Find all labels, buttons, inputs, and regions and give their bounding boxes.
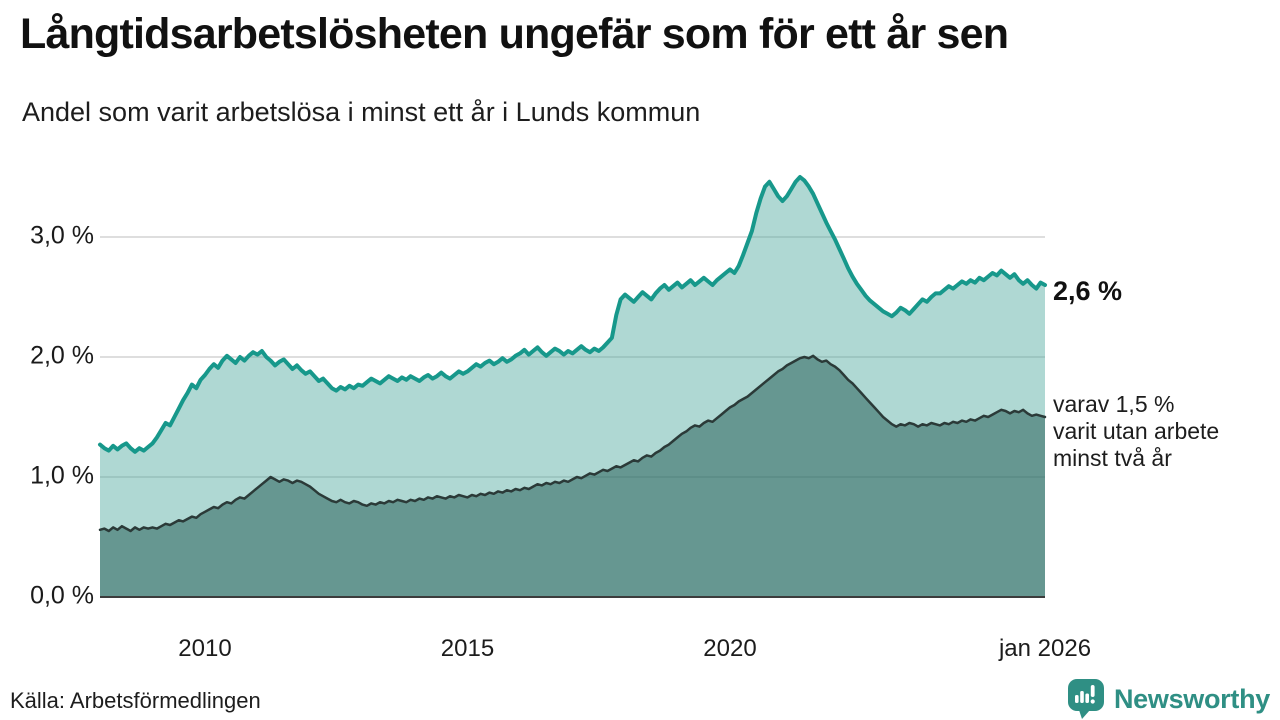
x-tick-label: 2015 <box>441 635 494 662</box>
y-tick-label: 2,0 % <box>30 342 94 370</box>
chart-title: Långtidsarbetslösheten ungefär som för e… <box>20 10 1009 58</box>
x-tick-label: 2020 <box>703 635 756 662</box>
y-tick-label: 0,0 % <box>30 582 94 610</box>
x-tick-label: 2010 <box>178 635 231 662</box>
line-two-years <box>98 354 1047 533</box>
subset-label-line: minst två år <box>1053 445 1172 471</box>
y-tick-label: 3,0 % <box>30 222 94 250</box>
series-annotations: 2,6 % varav 1,5 % varit utan arbete mins… <box>1053 276 1219 471</box>
y-axis-labels: 3,0 % 2,0 % 1,0 % 0,0 % <box>30 222 94 610</box>
x-axis-labels: 2010 2015 2020 jan 2026 <box>178 635 1091 662</box>
newsworthy-wordmark: Newsworthy <box>1113 683 1270 714</box>
subset-label-line: varit utan arbete <box>1053 418 1219 444</box>
line-total-long-term <box>98 175 1047 454</box>
newsworthy-logo[interactable]: Newsworthy <box>1067 678 1270 720</box>
subset-label-line: varav 1,5 % <box>1053 391 1174 417</box>
y-tick-label: 1,0 % <box>30 462 94 490</box>
chart-subtitle: Andel som varit arbetslösa i minst ett å… <box>22 97 701 127</box>
source-note: Källa: Arbetsförmedlingen <box>10 688 261 713</box>
newsworthy-icon <box>1067 679 1104 719</box>
end-value-label: 2,6 % <box>1053 276 1122 306</box>
x-tick-label: jan 2026 <box>998 635 1091 662</box>
area-two-years <box>100 355 1045 597</box>
area-chart: 3,0 % 2,0 % 1,0 % 0,0 % 2010 2015 2020 j… <box>30 175 1219 662</box>
